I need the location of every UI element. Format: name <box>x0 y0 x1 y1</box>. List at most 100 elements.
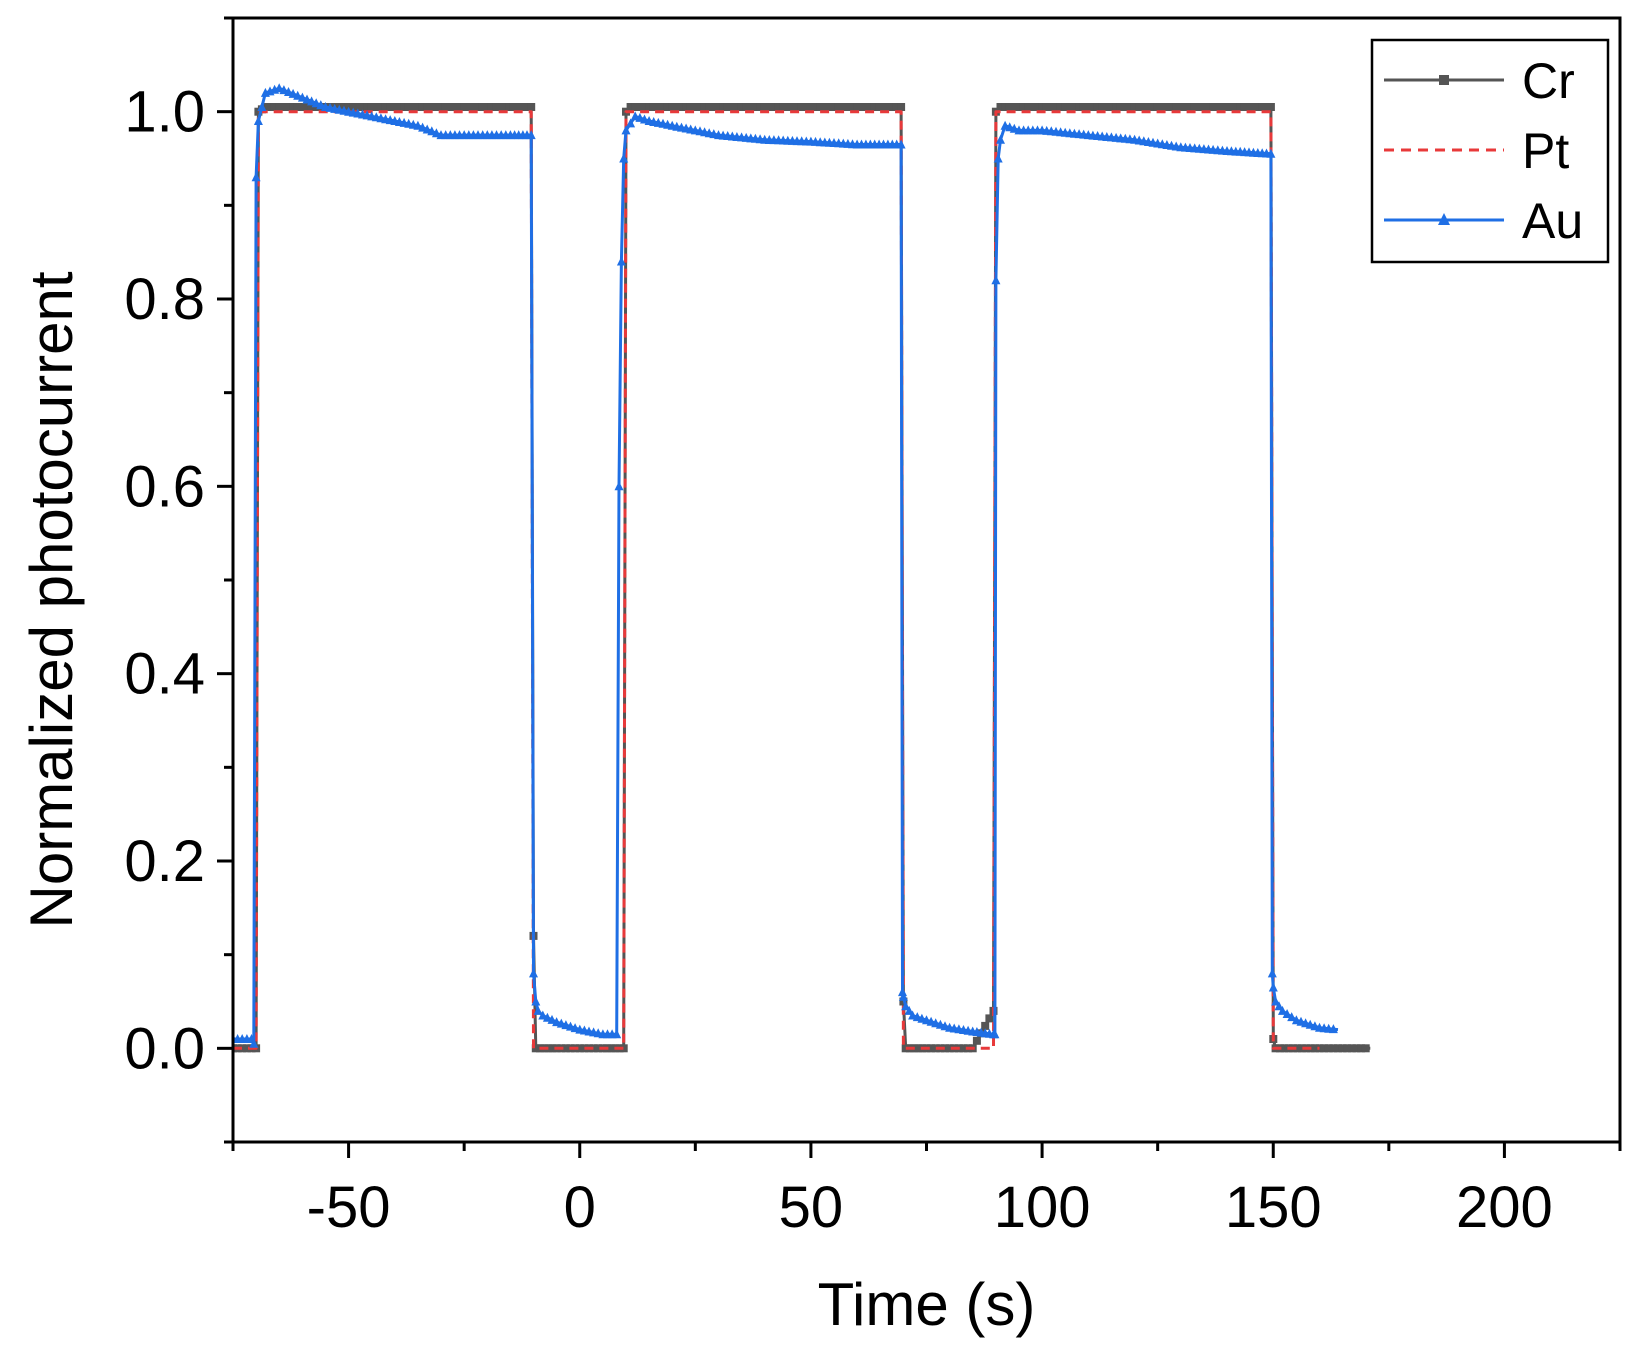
cr-marker <box>631 103 640 111</box>
cr-marker <box>450 103 459 111</box>
y-tick-label: 0.2 <box>124 829 205 894</box>
cr-marker <box>289 103 298 111</box>
cr-marker <box>363 103 372 111</box>
cr-marker <box>797 103 806 111</box>
cr-marker <box>742 103 751 111</box>
cr-marker <box>1361 1044 1370 1053</box>
legend-label: Cr <box>1522 53 1575 109</box>
au-marker <box>533 1005 543 1015</box>
cr-marker <box>514 103 522 111</box>
cr-marker <box>432 103 441 111</box>
cr-marker <box>1343 1044 1352 1053</box>
au-marker <box>251 172 261 182</box>
cr-marker <box>888 103 897 111</box>
cr-marker <box>1311 1044 1320 1053</box>
cr-marker <box>1019 103 1028 111</box>
cr-marker <box>737 103 746 111</box>
au-marker <box>993 153 1003 163</box>
cr-marker <box>509 103 518 111</box>
cr-marker <box>298 103 307 111</box>
cr-marker <box>732 103 741 111</box>
au-marker <box>621 125 631 135</box>
cr-marker <box>492 103 501 111</box>
series-pt <box>233 110 1320 1050</box>
cr-marker <box>1167 103 1176 111</box>
legend-marker-triangle <box>1438 213 1450 225</box>
x-tick-label: 50 <box>779 1175 844 1240</box>
legend-item-pt: Pt <box>1384 123 1569 179</box>
cr-marker <box>751 103 760 111</box>
cr-marker <box>857 103 866 111</box>
cr-marker <box>455 103 464 111</box>
cr-marker <box>941 1044 949 1053</box>
cr-marker <box>390 103 399 111</box>
cr-marker <box>705 103 714 111</box>
cr-marker <box>1262 103 1271 111</box>
x-tick-label: 150 <box>1225 1175 1322 1240</box>
au-marker <box>1267 968 1277 978</box>
cr-marker <box>811 103 820 111</box>
legend-label: Au <box>1522 193 1583 249</box>
au-marker <box>526 130 536 140</box>
cr-marker <box>760 103 769 111</box>
cr-marker <box>861 103 870 111</box>
cr-marker <box>677 103 686 111</box>
au-marker <box>257 102 267 111</box>
cr-marker <box>640 103 649 111</box>
cr-marker <box>635 103 644 111</box>
legend: Cr Pt Au <box>1370 38 1610 264</box>
au-marker <box>538 1010 548 1020</box>
cr-marker <box>1084 103 1093 111</box>
legend-label: Pt <box>1522 123 1569 179</box>
cr-marker <box>427 103 436 111</box>
au-marker <box>1328 1024 1338 1034</box>
cr-marker <box>1195 103 1204 111</box>
cr-marker <box>645 103 654 111</box>
cr-marker <box>769 103 778 111</box>
cr-marker <box>496 103 505 111</box>
cr-marker <box>830 103 838 111</box>
cr-marker <box>1079 103 1088 111</box>
legend-item-cr: Cr <box>1384 53 1575 109</box>
cr-marker <box>1190 103 1199 111</box>
cr-marker <box>1227 103 1236 111</box>
cr-marker <box>1098 103 1107 111</box>
cr-marker <box>1158 103 1167 111</box>
au-marker <box>996 134 1005 144</box>
cr-marker <box>696 103 704 111</box>
cr-marker <box>527 103 536 111</box>
cr-marker <box>1005 103 1014 111</box>
au-marker <box>1271 996 1281 1006</box>
cr-marker <box>1116 103 1125 111</box>
y-tick-label: 1.0 <box>124 80 205 145</box>
cr-marker <box>1334 1044 1342 1053</box>
cr-marker <box>914 1044 923 1053</box>
cr-marker <box>1245 103 1253 111</box>
cr-marker <box>589 1044 598 1053</box>
cr-marker <box>654 103 663 111</box>
cr-marker <box>723 103 732 111</box>
au-marker <box>626 118 636 128</box>
cr-marker <box>1209 103 1218 111</box>
cr-marker <box>1320 1044 1329 1053</box>
cr-marker <box>266 103 274 111</box>
cr-marker <box>1357 1044 1366 1053</box>
cr-marker <box>834 103 843 111</box>
cr-marker <box>756 103 765 111</box>
cr-marker <box>1015 103 1023 111</box>
cr-marker <box>691 103 700 111</box>
cr-marker <box>883 103 892 111</box>
cr-marker <box>242 1044 251 1053</box>
cr-marker <box>500 103 509 111</box>
cr-marker <box>437 103 445 111</box>
cr-marker <box>931 1044 940 1053</box>
cr-marker <box>284 103 293 111</box>
cr-marker <box>446 103 455 111</box>
cr-marker <box>806 103 815 111</box>
au-marker <box>413 120 423 130</box>
cr-marker <box>619 1044 628 1053</box>
cr-marker <box>668 103 677 111</box>
cr-marker <box>1213 103 1222 111</box>
series-line-pt <box>233 110 1320 1050</box>
cr-marker <box>1130 103 1139 111</box>
